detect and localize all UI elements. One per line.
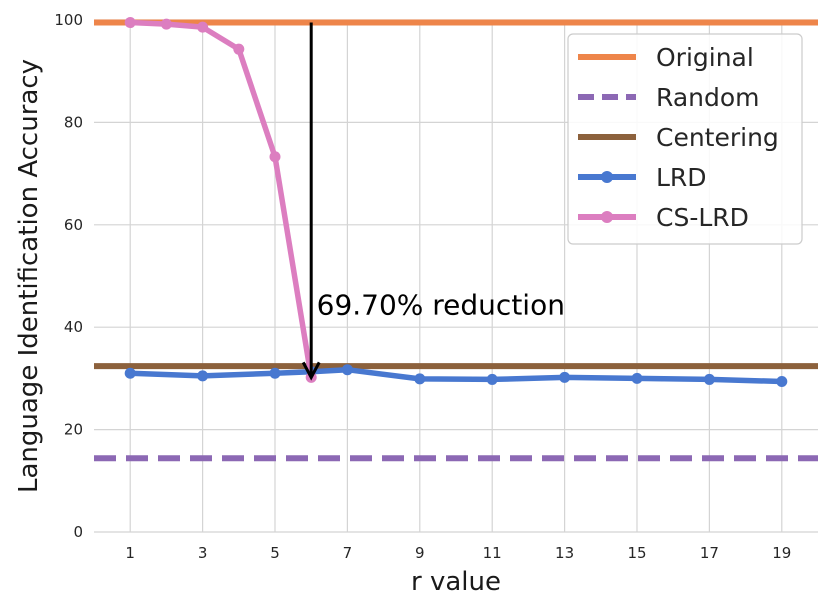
legend-label-cs-lrd: CS-LRD [656,203,749,232]
y-tick-label: 0 [73,523,83,541]
cs-lrd-point [197,21,209,33]
lrd-point [703,373,715,385]
legend-box [567,33,803,245]
lrd-point [197,370,209,382]
x-tick-label: 17 [700,544,719,562]
x-tick-labels: 1 3 5 7 9 11 13 15 17 19 [125,544,791,562]
lrd-point [776,375,788,387]
lrd-point [559,371,571,383]
y-tick-label: 100 [54,11,83,29]
x-tick-label: 7 [343,544,353,562]
y-tick-label: 60 [64,216,83,234]
legend-label-original: Original [656,43,754,72]
legend-label-centering: Centering [656,123,779,152]
legend: Original Random Centering LRD CS-LRD [567,33,803,245]
cs-lrd-line [127,19,314,381]
lrd-point [269,367,281,379]
x-tick-label: 13 [555,544,574,562]
cs-lrd-point [160,18,172,30]
cs-lrd-point [233,43,245,55]
legend-marker-cs-lrd [601,211,613,223]
cs-lrd-point [269,151,281,163]
x-tick-label: 9 [415,544,425,562]
legend-label-lrd: LRD [656,163,707,192]
arrow-head [301,361,321,381]
y-tick-label: 20 [64,421,83,439]
legend-label-random: Random [656,83,760,112]
reference-lines [94,19,818,462]
reduction-arrow [301,22,321,381]
x-tick-label: 19 [772,544,791,562]
y-tick-labels: 0 20 40 60 80 100 [54,11,83,541]
series-lines [124,17,788,387]
legend-marker-lrd [601,171,613,183]
y-tick-label: 80 [64,113,83,131]
x-tick-label: 3 [198,544,208,562]
cs-lrd-point [124,17,136,29]
lrd-point [124,367,136,379]
x-axis-title: r value [411,567,501,597]
y-axis-title: Language Identification Accuracy [14,59,44,493]
y-tick-label: 40 [64,318,83,336]
lrd-point [631,372,643,384]
x-tick-label: 1 [125,544,135,562]
annotation-text: 69.70% reduction [317,288,565,321]
lrd-point [414,373,426,385]
x-tick-label: 11 [483,544,502,562]
lrd-point [341,364,353,376]
lrd-point [486,373,498,385]
x-tick-label: 5 [270,544,280,562]
x-tick-label: 15 [627,544,646,562]
